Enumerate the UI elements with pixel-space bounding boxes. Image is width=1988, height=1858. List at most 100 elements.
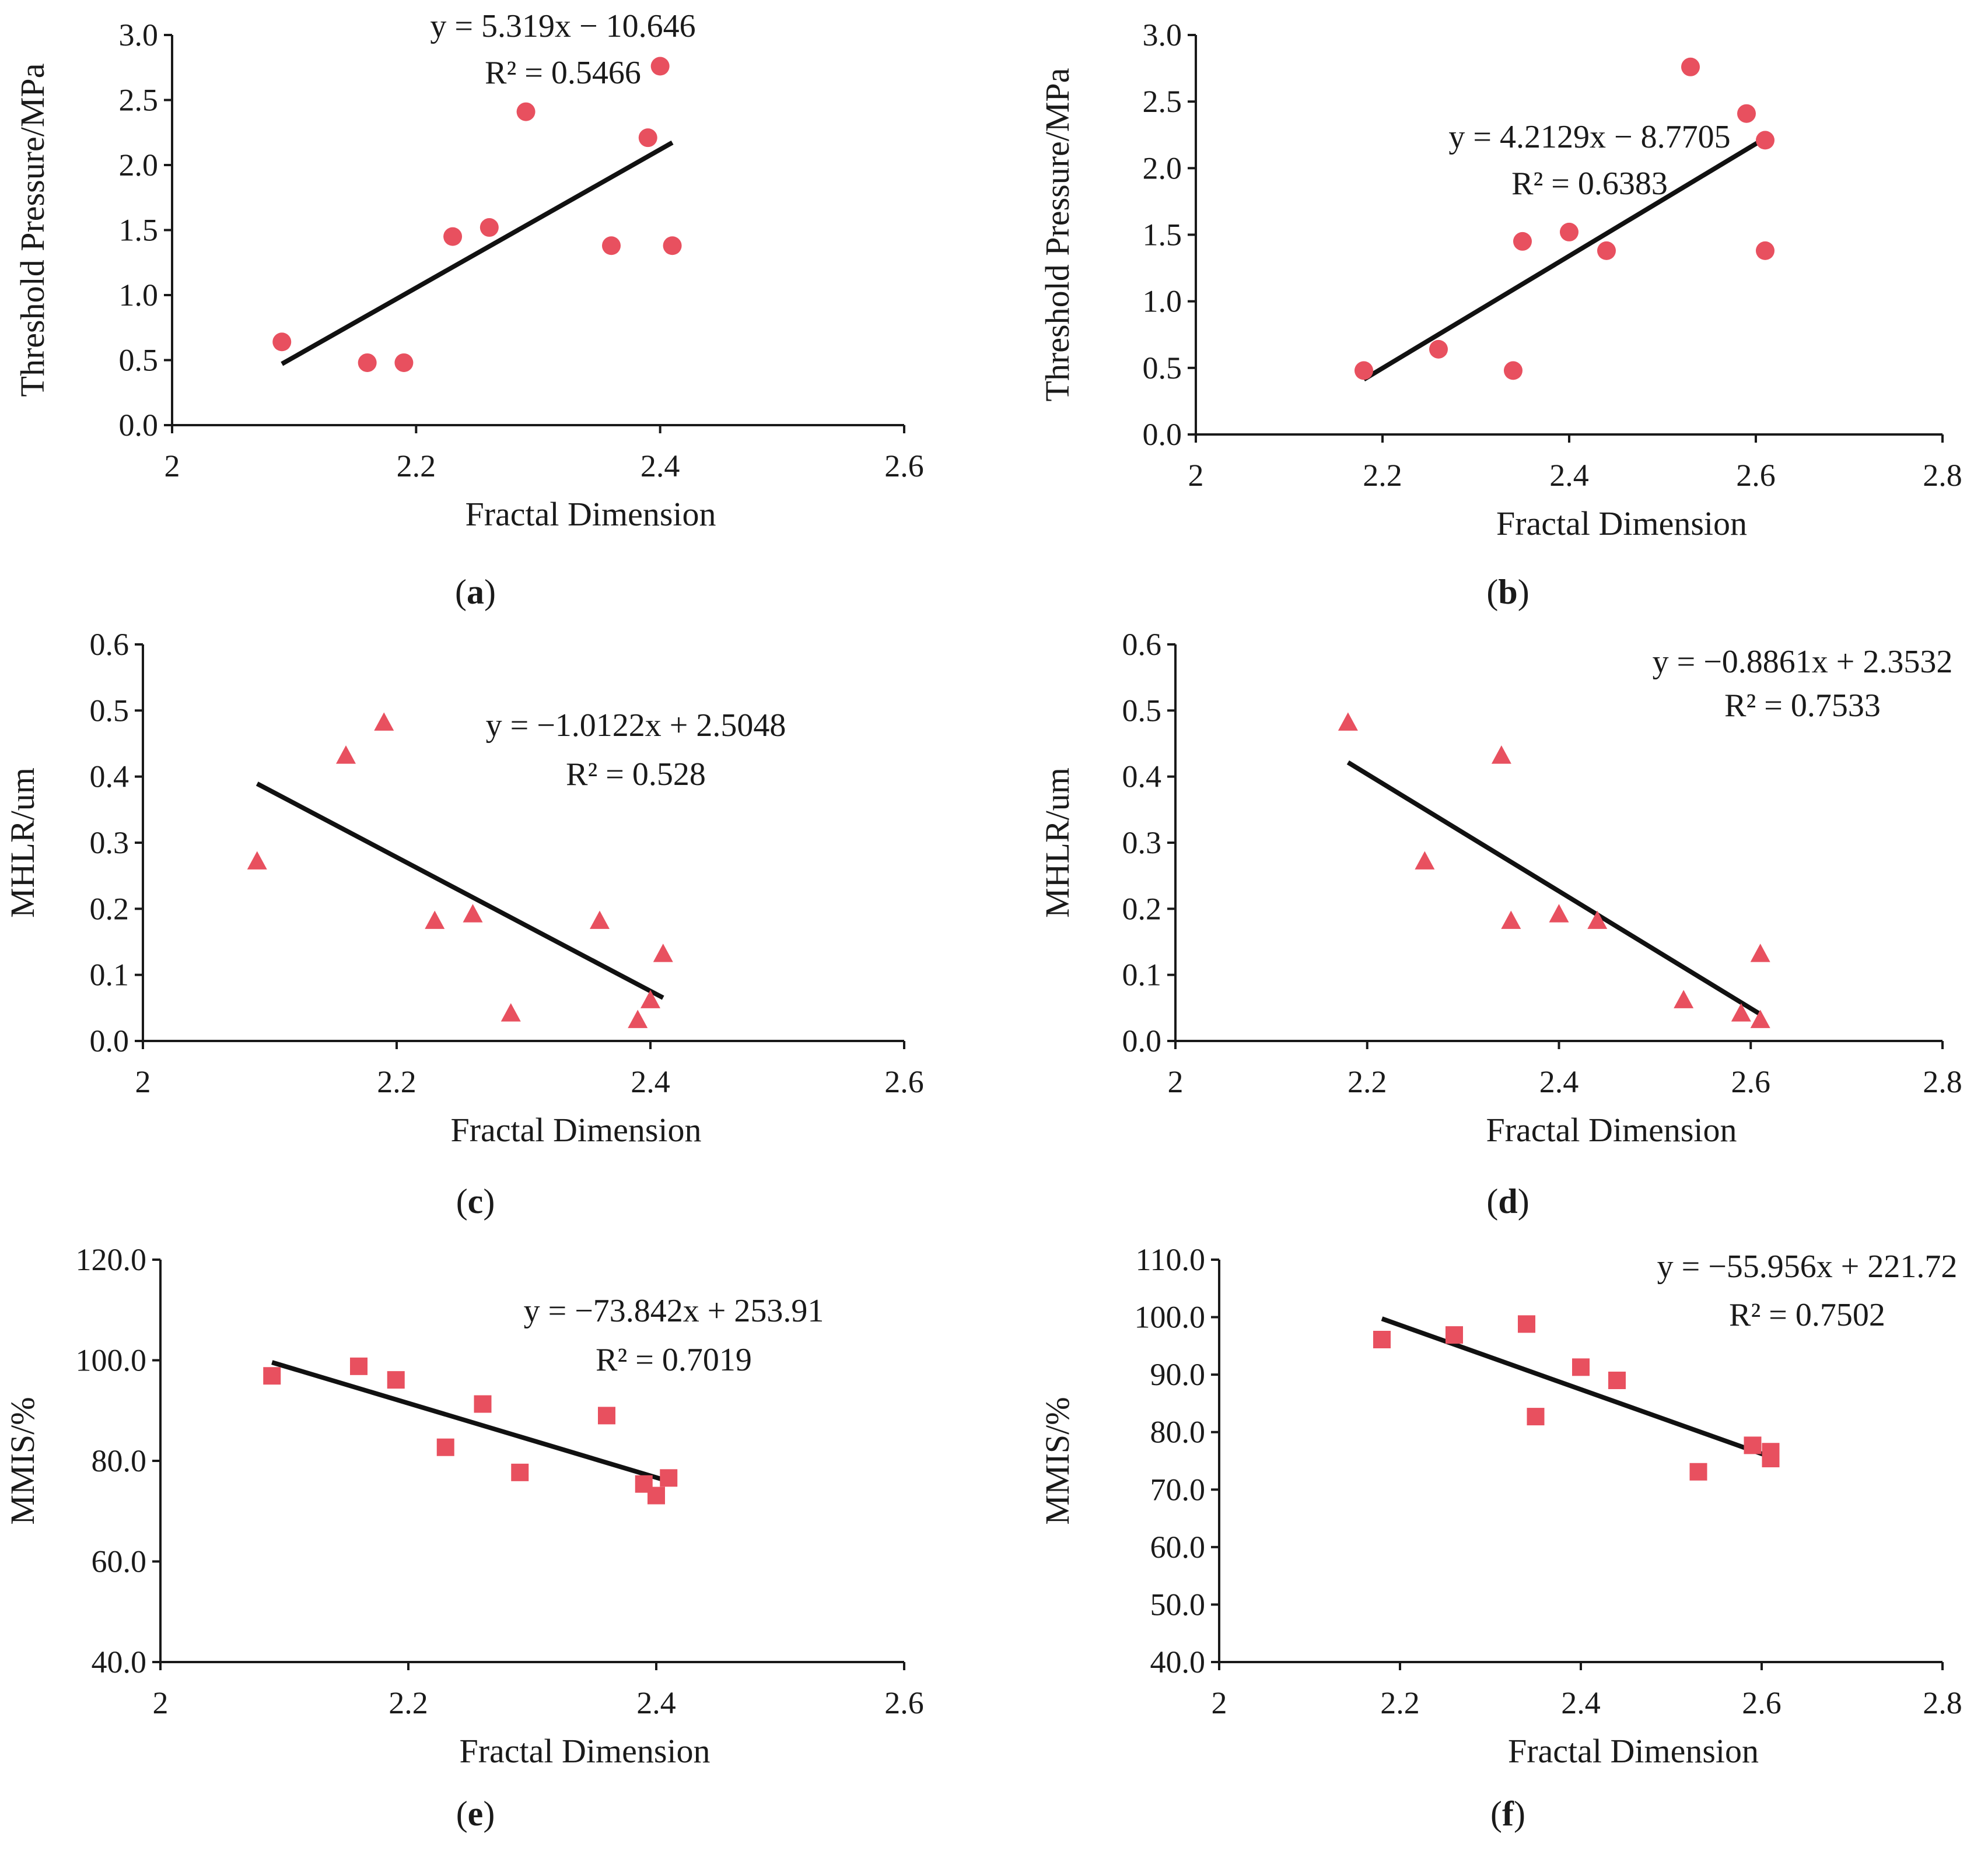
y-tick-label: 0.5 [90, 693, 130, 728]
data-point [1750, 1009, 1770, 1028]
panel-label-open: ( [1486, 573, 1498, 611]
y-tick-label: 2.0 [119, 148, 159, 183]
y-tick-label: 3.0 [1143, 17, 1182, 52]
y-tick-label: 100.0 [76, 1343, 147, 1378]
chart-panel-d: 0.0 0.1 0.2 0.3 0.4 0.5 0.6 2 2.2 2.4 2.6 2.8 Fracta… [1038, 627, 1962, 1221]
data-point [480, 218, 499, 237]
x-axis-title: Fractal Dimension [1496, 504, 1747, 542]
trendline [1346, 760, 1762, 1016]
y-tick-label: 120.0 [76, 1242, 147, 1277]
data-point [1674, 990, 1694, 1008]
data-point [1446, 1326, 1463, 1344]
y-axis-title: MMIS/% [4, 1397, 41, 1524]
panel-label-open: ( [456, 1794, 468, 1833]
data-point [1744, 1436, 1762, 1454]
data-point [1373, 1331, 1391, 1349]
trendline-equation: y = −55.956x + 221.72 [1657, 1249, 1958, 1285]
data-point [650, 57, 670, 76]
x-tick-label: 2 [1188, 458, 1204, 493]
data-point [1756, 131, 1774, 150]
y-tick-label: 80.0 [92, 1443, 147, 1478]
trendline-equation: y = −73.842x + 253.91 [524, 1293, 824, 1329]
chart-panel-f: 40.0 50.0 60.0 70.0 80.0 90.0 100.0 110.0 2 2.2 2.… [1038, 1242, 1962, 1833]
y-tick-label: 80.0 [1150, 1415, 1206, 1450]
x-axis-title: Fractal Dimension [459, 1732, 710, 1770]
panel-label-close: ) [1518, 573, 1530, 611]
data-point [640, 990, 660, 1008]
y-tick-label: 0.6 [1122, 627, 1162, 662]
y-tick-label: 60.0 [92, 1544, 147, 1579]
y-tick-label: 1.5 [119, 213, 159, 248]
x-tick-label: 2.6 [884, 1064, 924, 1099]
data-point [358, 353, 377, 372]
y-tick-label: 1.0 [1143, 284, 1182, 319]
data-point [272, 332, 292, 352]
panel-label-close: ) [484, 573, 496, 611]
y-axis-title: Threshold Pressure/MPa [1038, 68, 1076, 402]
x-tick-label: 2.4 [1561, 1685, 1601, 1720]
data-point [247, 851, 267, 870]
y-tick-label: 0.0 [119, 408, 159, 443]
data-point [1737, 104, 1756, 123]
panel-label-open: ( [455, 573, 467, 611]
y-axis-title: Threshold Pressure/MPa [13, 64, 51, 397]
panel-label-open: ( [1490, 1794, 1502, 1833]
panel-label-letter: c [468, 1182, 484, 1221]
panel-label: (b) [1486, 573, 1529, 611]
x-tick-label: 2.4 [1539, 1064, 1579, 1099]
data-point [1415, 851, 1435, 870]
y-axis-title: MHLR/um [1038, 767, 1076, 918]
y-tick-label: 40.0 [92, 1645, 147, 1680]
data-point [660, 1469, 678, 1487]
x-axis-title: Fractal Dimension [450, 1111, 701, 1149]
trendline-equation: y = −1.0122x + 2.5048 [486, 707, 786, 744]
x-tick-label: 2.8 [1923, 458, 1962, 493]
trendline-equation: y = 5.319x − 10.646 [430, 8, 695, 44]
x-tick-label: 2.2 [397, 448, 436, 483]
data-point [387, 1371, 405, 1389]
trendline [256, 781, 664, 1000]
data-point [501, 1003, 521, 1022]
panel-label-close: ) [483, 1182, 495, 1221]
trendline-equation: y = −0.8861x + 2.3532 [1653, 644, 1953, 680]
data-point [590, 910, 610, 929]
y-tick-label: 70.0 [1150, 1472, 1206, 1507]
y-tick-label: 0.1 [90, 958, 130, 993]
panel-label-close: ) [483, 1794, 495, 1833]
panel-label: (e) [456, 1794, 495, 1833]
x-tick-label: 2.6 [1742, 1685, 1782, 1720]
panel-label: (c) [456, 1182, 495, 1221]
data-point [1572, 1358, 1590, 1376]
y-tick-label: 0.2 [90, 891, 130, 926]
panel-label: (f) [1490, 1794, 1525, 1833]
data-point [425, 910, 445, 929]
x-axis-title: Fractal Dimension [1486, 1111, 1737, 1149]
data-point [638, 128, 657, 148]
data-point [1549, 904, 1569, 923]
x-tick-label: 2.4 [640, 448, 680, 483]
data-point [653, 944, 673, 962]
chart-panel-c: 0.0 0.1 0.2 0.3 0.4 0.5 0.6 2 2.2 2.4 2.6 Fractal D… [4, 627, 924, 1221]
y-tick-label: 0.3 [90, 825, 130, 860]
y-tick-label: 0.0 [1122, 1023, 1162, 1058]
data-point [436, 1438, 454, 1456]
x-tick-label: 2 [153, 1685, 169, 1720]
trendline [1381, 1316, 1772, 1460]
y-tick-label: 0.5 [119, 343, 159, 378]
r-squared-label: R² = 0.528 [566, 756, 706, 793]
panel-label-open: ( [1486, 1182, 1498, 1221]
y-tick-label: 3.0 [119, 17, 159, 52]
data-point [1756, 241, 1774, 260]
y-tick-label: 0.4 [90, 759, 130, 794]
data-point [516, 102, 536, 121]
panel-label-close: ) [1514, 1794, 1525, 1833]
panel-label-close: ) [1518, 1182, 1530, 1221]
data-point [443, 227, 463, 246]
x-axis-title: Fractal Dimension [1508, 1732, 1759, 1770]
y-tick-label: 100.0 [1135, 1300, 1206, 1335]
data-point [1587, 910, 1608, 929]
panel-label-open: ( [456, 1182, 468, 1221]
x-tick-label: 2.6 [884, 448, 924, 483]
panel-label-letter: e [468, 1794, 484, 1833]
x-tick-label: 2.2 [377, 1064, 416, 1099]
